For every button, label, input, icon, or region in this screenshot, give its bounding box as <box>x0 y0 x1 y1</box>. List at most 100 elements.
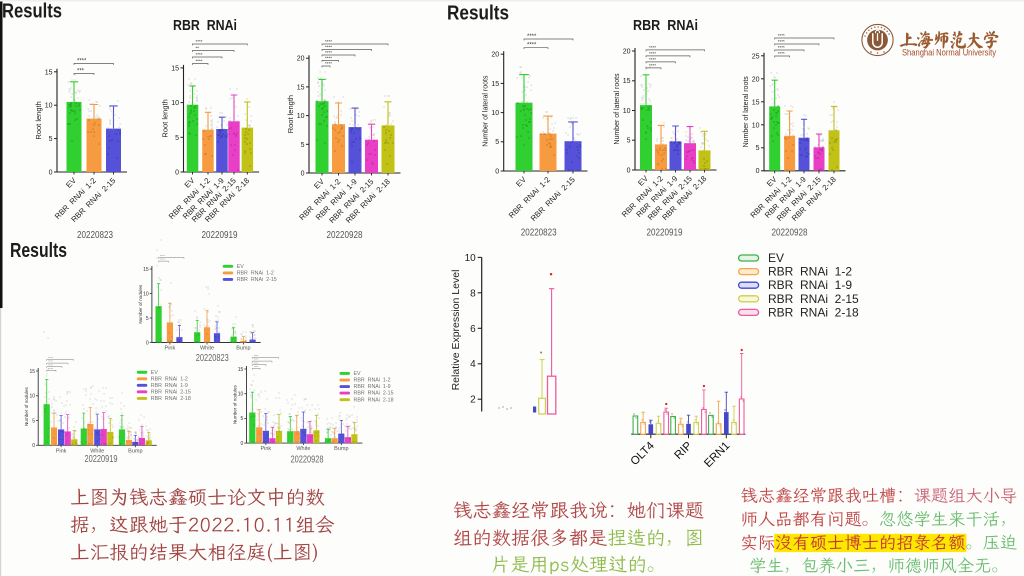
svg-text:Relative Expression Level: Relative Expression Level <box>450 270 462 391</box>
svg-text:20220919: 20220919 <box>85 453 118 465</box>
svg-text:EV: EV <box>64 175 78 189</box>
svg-text:RBR RNAi 1-2: RBR RNAi 1-2 <box>151 376 188 382</box>
svg-text:5: 5 <box>146 316 149 322</box>
svg-text:20220919: 20220919 <box>647 228 683 239</box>
svg-text:RBR RNAi 2-15: RBR RNAi 2-15 <box>151 390 191 396</box>
svg-text:0: 0 <box>32 443 35 449</box>
svg-text:0: 0 <box>241 441 244 447</box>
svg-text:RBR RNAi: RBR RNAi <box>633 17 698 34</box>
svg-text:****: **** <box>649 63 656 68</box>
svg-text:****: **** <box>527 43 537 49</box>
svg-text:****: **** <box>778 33 785 38</box>
svg-text:RBR RNAi: RBR RNAi <box>173 17 237 34</box>
svg-text:4: 4 <box>470 359 476 370</box>
svg-text:Number of lateral roots: Number of lateral roots <box>614 73 621 145</box>
svg-text:****: **** <box>254 361 260 365</box>
svg-text:RBR RNAi 1-9: RBR RNAi 1-9 <box>768 278 852 292</box>
svg-text:****: **** <box>48 356 54 360</box>
svg-text:Root length: Root length <box>161 99 170 137</box>
svg-text:10: 10 <box>491 110 499 117</box>
svg-text:15: 15 <box>238 367 244 373</box>
svg-text:RBR RNAi 2-15: RBR RNAi 2-15 <box>768 292 859 306</box>
svg-text:10: 10 <box>238 392 244 398</box>
svg-text:RBR RNAi 1-9: RBR RNAi 1-9 <box>151 383 188 389</box>
svg-text:20220823: 20220823 <box>196 352 229 364</box>
svg-text:Results: Results <box>10 240 67 262</box>
svg-text:****: **** <box>77 59 87 65</box>
svg-text:0: 0 <box>49 169 53 176</box>
svg-text:Bump: Bump <box>334 446 348 452</box>
svg-text:8: 8 <box>470 288 476 299</box>
svg-text:****: **** <box>254 365 260 369</box>
svg-text:EV: EV <box>151 370 159 376</box>
svg-text:White: White <box>90 448 104 454</box>
svg-text:Pink: Pink <box>260 446 271 452</box>
svg-text:RBR RNAi 1-2: RBR RNAi 1-2 <box>354 378 391 384</box>
svg-text:****: **** <box>48 367 54 371</box>
svg-text:6: 6 <box>470 324 476 335</box>
svg-text:Pink: Pink <box>165 346 176 352</box>
svg-text:15: 15 <box>29 369 35 375</box>
svg-text:5: 5 <box>495 139 499 146</box>
svg-text:EV: EV <box>354 371 362 377</box>
svg-text:0: 0 <box>495 168 499 175</box>
svg-text:RBR RNAi 2-18: RBR RNAi 2-18 <box>768 305 859 319</box>
svg-text:****: **** <box>254 354 260 358</box>
svg-text:Number of nodules: Number of nodules <box>233 384 238 424</box>
svg-text:Bump: Bump <box>236 346 250 352</box>
svg-text:15: 15 <box>143 267 149 273</box>
svg-text:****: **** <box>325 50 332 55</box>
svg-text:15: 15 <box>752 99 760 106</box>
svg-text:5: 5 <box>49 136 53 143</box>
svg-text:****: **** <box>527 34 537 40</box>
svg-text:****: **** <box>48 360 54 364</box>
svg-text:EV: EV <box>514 174 528 188</box>
svg-text:****: **** <box>778 45 785 50</box>
svg-text:10: 10 <box>29 394 35 400</box>
svg-text:RBR RNAi 1-9: RBR RNAi 1-9 <box>354 384 391 390</box>
svg-text:0: 0 <box>146 340 149 346</box>
svg-text:0: 0 <box>301 170 305 177</box>
svg-text:Number of nodules: Number of nodules <box>24 386 29 426</box>
svg-text:****: **** <box>325 39 332 44</box>
svg-text:20220928: 20220928 <box>291 454 324 466</box>
svg-text:****: **** <box>778 39 785 44</box>
svg-text:Bump: Bump <box>128 448 142 454</box>
svg-text:Results: Results <box>447 3 509 25</box>
svg-text:0: 0 <box>175 169 179 176</box>
svg-text:Number of lateral roots: Number of lateral roots <box>483 75 490 147</box>
svg-text:10: 10 <box>171 100 179 107</box>
svg-text:**: ** <box>196 46 200 51</box>
svg-text:10: 10 <box>623 108 631 115</box>
svg-text:20: 20 <box>623 49 631 56</box>
svg-text:Number of nodules: Number of nodules <box>138 284 143 324</box>
svg-text:5: 5 <box>175 135 179 142</box>
svg-text:20220928: 20220928 <box>327 230 363 241</box>
svg-text:15: 15 <box>623 78 631 85</box>
svg-text:20220823: 20220823 <box>77 230 113 241</box>
svg-text:****: **** <box>196 52 203 57</box>
svg-text:****: **** <box>160 258 166 262</box>
svg-text:20220919: 20220919 <box>202 230 238 241</box>
svg-text:OLT4: OLT4 <box>629 439 658 468</box>
svg-text:10: 10 <box>465 253 477 264</box>
svg-text:RBR RNAi 2-15: RBR RNAi 2-15 <box>237 277 277 283</box>
svg-text:White: White <box>200 346 214 352</box>
svg-text:ERN1: ERN1 <box>702 440 732 470</box>
svg-text:10: 10 <box>752 122 760 129</box>
svg-text:20220823: 20220823 <box>521 228 557 239</box>
svg-text:White: White <box>296 446 310 452</box>
svg-text:20: 20 <box>491 52 499 59</box>
svg-text:****: **** <box>649 45 656 50</box>
svg-text:20: 20 <box>297 56 305 63</box>
svg-text:RBR RNAi 2-15: RBR RNAi 2-15 <box>529 175 578 224</box>
svg-text:****: **** <box>325 61 332 66</box>
svg-text:EV: EV <box>237 264 245 270</box>
svg-text:Number of lateral roots: Number of lateral roots <box>743 76 750 148</box>
svg-text:****: **** <box>48 363 54 367</box>
svg-text:10: 10 <box>297 113 305 120</box>
svg-text:15: 15 <box>491 81 499 88</box>
svg-text:****: **** <box>160 254 166 258</box>
svg-text:RBR RNAi 1-2: RBR RNAi 1-2 <box>768 265 852 279</box>
svg-text:5: 5 <box>241 416 244 422</box>
